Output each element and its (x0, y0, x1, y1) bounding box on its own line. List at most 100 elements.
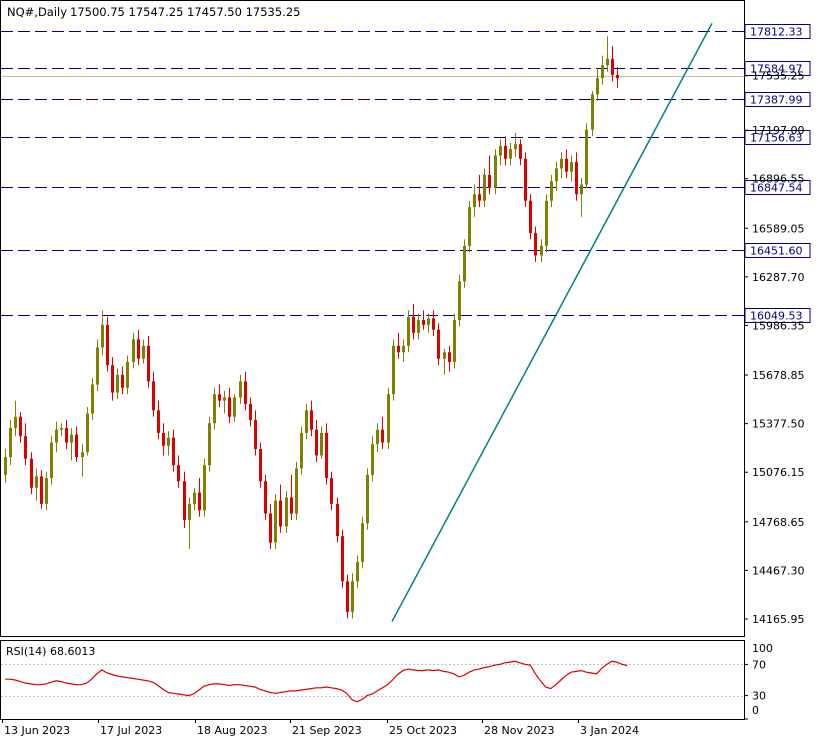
level-label: 17812.33 (750, 26, 803, 39)
candle (193, 487, 196, 511)
candle-body (341, 536, 344, 582)
price-tick-label: 15377.50 (752, 418, 805, 431)
candle (575, 152, 578, 201)
horizontal-levels: 17812.33 17584.97 17387.99 17156.63 16847.54… (1, 24, 811, 323)
candle (555, 161, 558, 192)
candle (249, 397, 252, 427)
level-label: 17156.63 (750, 132, 803, 145)
candle (412, 303, 415, 340)
candle-body (274, 500, 277, 543)
price-tick-label: 14768.65 (752, 516, 805, 529)
candle-body (310, 410, 313, 430)
candle (453, 313, 456, 369)
candle (585, 123, 588, 188)
candle (81, 444, 84, 477)
candle (606, 36, 609, 72)
date-tick-label: 28 Nov 2023 (484, 724, 554, 737)
candle (550, 174, 553, 208)
candle (591, 91, 594, 137)
candle-body (356, 561, 359, 582)
price-tick-label: 15678.85 (752, 369, 805, 382)
candle-body (290, 497, 293, 514)
candles (4, 36, 619, 619)
level-label: 16847.54 (750, 182, 803, 195)
candle (570, 155, 573, 182)
candle (157, 400, 160, 440)
candle-body (208, 423, 211, 466)
candle-body (443, 352, 446, 359)
rsi-line (5, 660, 628, 703)
candle (325, 423, 328, 485)
candle-body (392, 345, 395, 395)
level-label-box (744, 61, 811, 76)
candle-body (142, 345, 145, 359)
candle (483, 168, 486, 208)
candle-body (437, 329, 440, 359)
candle (91, 378, 94, 421)
candle (336, 497, 339, 543)
candle-body (193, 492, 196, 504)
candle (407, 310, 410, 353)
candle-body (417, 320, 420, 333)
date-axis: 13 Jun 2023 17 Jul 2023 18 Aug 2023 21 Sep … (2, 719, 639, 737)
price-tick-label: 15986.35 (752, 319, 805, 332)
rsi-tick-label: 70 (752, 658, 766, 671)
candle-body (147, 345, 150, 382)
candle (223, 390, 226, 414)
candle (147, 336, 150, 388)
candle (524, 152, 527, 208)
candle-body (330, 478, 333, 504)
rsi-panel-frame (0, 640, 745, 720)
candle-body (244, 381, 247, 404)
candle (4, 449, 7, 483)
candle (371, 436, 374, 482)
candle-body (55, 429, 58, 443)
candle-body (606, 58, 609, 66)
candle (162, 423, 165, 456)
candle (427, 313, 430, 333)
candle (101, 310, 104, 356)
candle (437, 323, 440, 366)
candle (381, 416, 384, 450)
candle (75, 426, 78, 462)
candle (218, 384, 221, 408)
candle (269, 503, 272, 550)
candle (35, 468, 38, 501)
candle (254, 410, 257, 456)
candle-body (560, 158, 563, 169)
candle-body (336, 503, 339, 537)
candle-body (162, 432, 165, 446)
candle-body (448, 352, 451, 362)
candle (432, 310, 435, 337)
candle-body (504, 145, 507, 159)
candle (417, 313, 420, 340)
candle-body (86, 413, 89, 453)
candle (494, 149, 497, 195)
candle (111, 357, 114, 401)
candle (274, 494, 277, 550)
candle (366, 468, 369, 530)
rsi-line-layer (1, 660, 744, 703)
candle-body (239, 381, 242, 398)
candle (50, 436, 53, 485)
candle-body (468, 207, 471, 246)
candle (126, 355, 129, 395)
level-label-box (744, 180, 811, 195)
candle-body (177, 465, 180, 482)
candle-body (381, 429, 384, 443)
candle-body (198, 492, 201, 511)
candle (24, 423, 27, 466)
candle (198, 478, 201, 517)
candle-body (152, 381, 155, 411)
candle (601, 55, 604, 85)
candle (86, 407, 89, 456)
candle (233, 394, 236, 422)
rsi-axis: 100 70 300 (744, 642, 773, 720)
candle-body (616, 74, 619, 79)
candle (172, 429, 175, 472)
candle (188, 497, 191, 550)
candle-body (19, 416, 22, 437)
candle (203, 458, 206, 517)
candle (519, 139, 522, 166)
candle-body (116, 374, 119, 393)
